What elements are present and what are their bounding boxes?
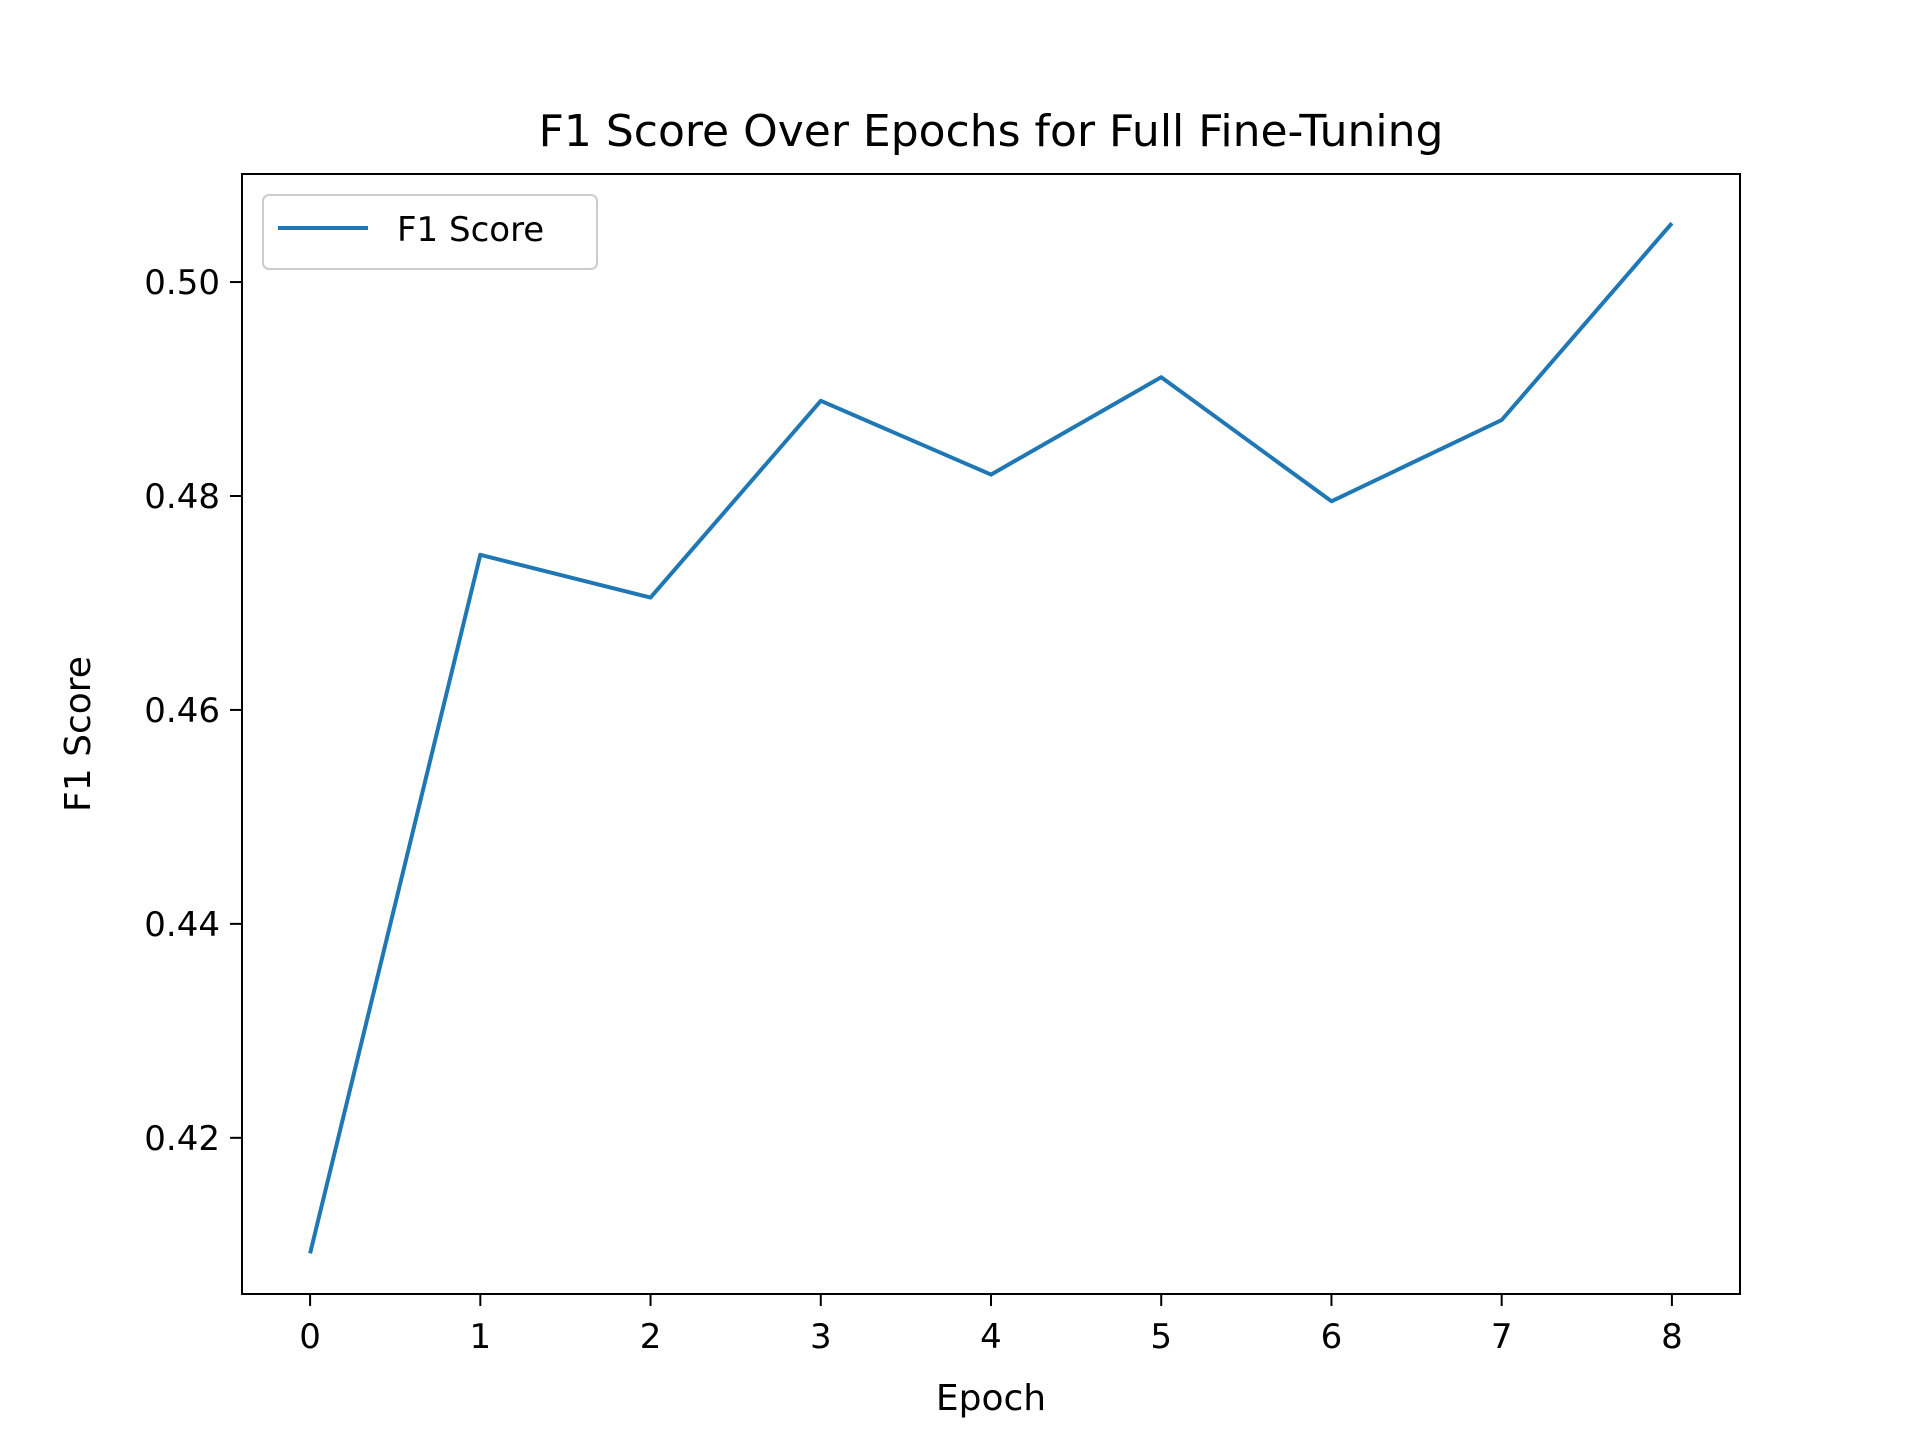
x-tick-label: 3 [810,1317,832,1357]
series-line-f1-score [308,221,1674,1254]
y-tick-label: 0.50 [144,263,220,303]
x-tick-label: 8 [1661,1317,1683,1357]
legend: F1 Score [262,194,598,270]
y-axis-title: F1 Score [58,656,99,812]
x-tick-label: 0 [299,1317,321,1357]
y-tick-label: 0.46 [144,691,220,731]
y-tick-label: 0.42 [144,1119,220,1159]
y-tick-label: 0.48 [144,477,220,517]
x-tick-label: 5 [1150,1317,1172,1357]
plot-frame [241,173,1741,1295]
legend-label-f1-score: F1 Score [397,210,544,250]
x-tick-label: 2 [640,1317,662,1357]
x-tick-label: 6 [1321,1317,1343,1357]
x-axis-ticks: 0 1 2 3 4 5 6 7 8 [299,1294,1683,1357]
x-tick-label: 7 [1491,1317,1513,1357]
x-axis-title: Epoch [936,1378,1046,1419]
y-tick-label: 0.44 [144,905,220,945]
legend-box [262,194,598,270]
y-axis-ticks: 0.42 0.44 0.46 0.48 0.50 [144,263,242,1159]
chart-title: F1 Score Over Epochs for Full Fine-Tunin… [539,106,1444,157]
x-tick-label: 4 [980,1317,1002,1357]
x-tick-label: 1 [469,1317,491,1357]
